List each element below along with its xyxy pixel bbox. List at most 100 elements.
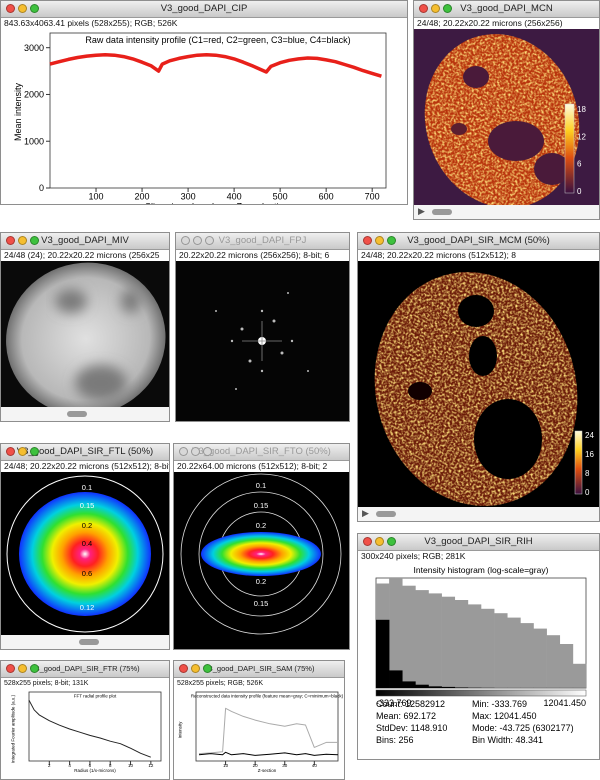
count-bar [389,670,403,688]
title-bar[interactable]: V3_good_DAPI_SIR_SAM (75%) [174,661,344,678]
zoom-button[interactable] [30,664,39,673]
data-line [198,707,338,755]
x-tick-label: 500 [273,192,288,202]
log-bar [402,585,416,688]
title-bar[interactable]: V3_good_DAPI_SIR_MCM (50%) [358,233,599,250]
plot: Reconstructed data intensity profile (fe… [178,691,344,773]
plot-frame [28,691,162,762]
image-info: 24/48; 20.22x20.22 microns (512x512); 8 [361,250,516,260]
window[interactable]: V3_good_DAPI_SIR_FTO (50%) 20.22x64.00 m… [173,443,350,650]
window[interactable]: V3_good_DAPI_SIR_MCM (50%) 24/48; 20.22x… [357,232,600,522]
contour-label: 0.15 [254,501,269,510]
close-button[interactable] [179,664,188,673]
log-bar [572,663,587,688]
window[interactable]: V3_good_DAPI_SIR_FTL (50%) 24/48; 20.22x… [0,443,170,650]
zoom-button[interactable] [203,447,212,456]
close-button[interactable] [6,236,15,245]
close-button[interactable] [363,537,372,546]
window-title: V3_good_DAPI_SIR_MCM (50%) [407,235,550,246]
window[interactable]: V3_good_DAPI_SIR_FTR (75%) 528x255 pixel… [0,660,170,780]
colorbar-label: 0 [577,187,582,196]
contour-label: 0.1 [256,481,266,490]
title-bar[interactable]: V3_good_DAPI_SIR_FTO (50%) [174,444,349,461]
minimize-button[interactable] [431,4,440,13]
window-title: V3_good_DAPI_CIP [160,3,248,14]
plot: Raw data intensity profile (C1=red, C2=g… [13,32,387,204]
min-label: -333.769 [376,698,412,708]
y-tick-label: 0 [39,183,44,193]
stat: StdDev: 1148.910 [376,723,448,733]
title-bar[interactable]: V3_good_DAPI_SIR_FTL (50%) [1,444,169,461]
zoom-button[interactable] [387,537,396,546]
minimize-button[interactable] [191,447,200,456]
minimize-button[interactable] [191,664,200,673]
log-bar [520,623,534,688]
window[interactable]: V3_good_DAPI_SIR_RIH 300x240 pixels; RGB… [357,533,600,760]
plot-title: FFT radial profile plot [74,694,117,699]
close-button[interactable] [179,447,188,456]
image-info: 300x240 pixels; RGB; 281K [361,551,466,561]
zoom-button[interactable] [30,447,39,456]
window[interactable]: V3_good_DAPI_MCN 24/48; 20.22x20.22 micr… [413,0,600,220]
title-bar[interactable]: V3_good_DAPI_SIR_FTR (75%) [1,661,169,678]
close-button[interactable] [419,4,428,13]
count-bar [454,687,469,688]
image-info: 24/48 (24); 20.22x20.22 microns (256x25 [4,250,160,260]
zoom-button[interactable] [443,4,452,13]
circle [307,370,309,372]
x-tick-label: 40 [312,763,318,768]
minimize-button[interactable] [18,447,27,456]
x-tick-label: 20 [253,763,259,768]
close-button[interactable] [181,236,190,245]
minimize-button[interactable] [18,664,27,673]
window[interactable]: V3_good_DAPI_CIP 843.63x4063.41 pixels (… [0,0,408,205]
scrollbar[interactable] [1,635,169,649]
title-bar[interactable]: V3_good_DAPI_SIR_RIH [358,534,599,551]
circle [260,369,264,373]
plot-frame [49,32,387,189]
minimize-button[interactable] [375,236,384,245]
x-tick-label: 100 [89,192,104,202]
scrollbar[interactable] [1,407,169,421]
zoom-button[interactable] [203,664,212,673]
title-bar[interactable]: V3_good_DAPI_MIV [1,233,169,250]
minimize-button[interactable] [375,537,384,546]
contour-label: 0.1 [82,483,92,492]
x-tick-label: 600 [319,192,334,202]
x-axis-label: Radius (1/x-microns) [74,768,116,773]
minimize-button[interactable] [18,4,27,13]
zoom-button[interactable] [30,236,39,245]
scrollbar[interactable]: ▶ [414,205,599,219]
zoom-button[interactable] [205,236,214,245]
title-bar[interactable]: V3_good_DAPI_FPJ [176,233,349,250]
ellipse [121,289,141,313]
window-title: V3_good_DAPI_MIV [41,235,129,246]
ellipse [19,492,151,616]
zoom-button[interactable] [30,4,39,13]
minimize-button[interactable] [18,236,27,245]
title-bar[interactable]: V3_good_DAPI_CIP [1,1,407,18]
scrollbar[interactable]: ▶ [358,507,599,521]
title-bar[interactable]: V3_good_DAPI_MCN [414,1,599,18]
window[interactable]: V3_good_DAPI_SIR_SAM (75%) 528x255 pixel… [173,660,345,780]
ellipse [488,121,544,161]
contour-label: 0.6 [82,569,92,578]
window[interactable]: V3_good_DAPI_FPJ 20.22x20.22 microns (25… [175,232,350,422]
close-button[interactable] [6,664,15,673]
circle [287,292,289,294]
minimize-button[interactable] [193,236,202,245]
contour-label: 0.2 [256,521,266,530]
ellipse [75,365,127,401]
x-tick-label: 8 [109,763,112,768]
image: 24 16 8 0 [358,261,599,507]
log-bar [441,596,456,688]
close-button[interactable] [6,4,15,13]
window[interactable]: V3_good_DAPI_MIV 24/48 (24); 20.22x20.22… [0,232,170,422]
zoom-button[interactable] [387,236,396,245]
stat: Count: 12582912 [376,699,446,709]
image: 0.1 0.15 0.2 0.2 0.15 [174,472,349,649]
data-line [198,751,339,756]
close-button[interactable] [6,447,15,456]
colorbar-label: 0 [585,488,590,497]
close-button[interactable] [363,236,372,245]
